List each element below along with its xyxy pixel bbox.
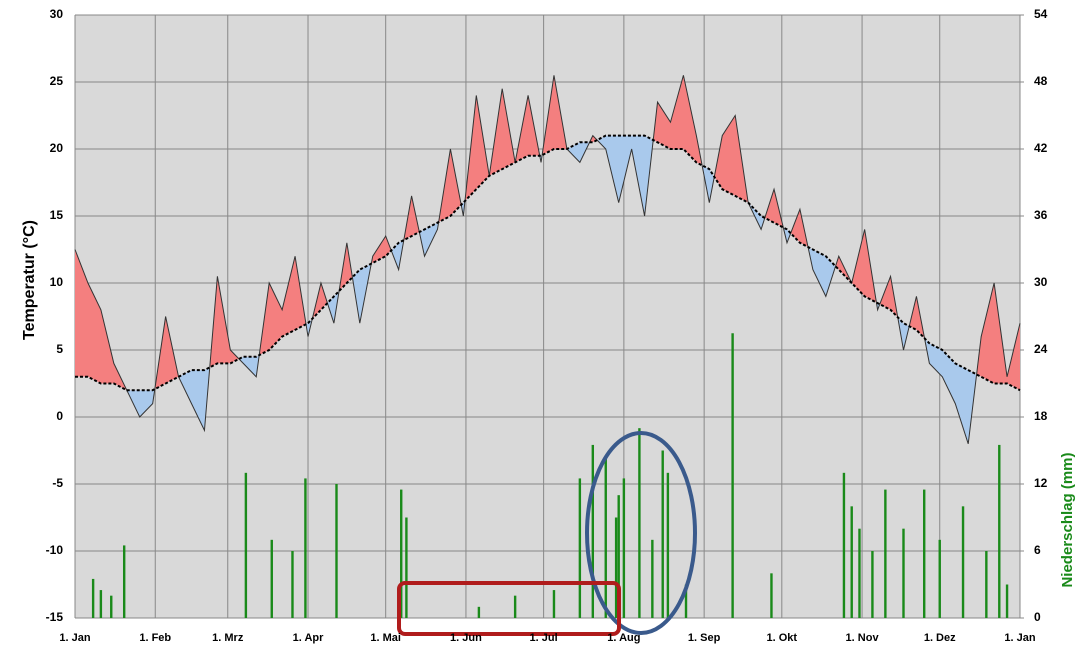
y2-tick-label: 48 <box>1034 74 1048 88</box>
precip-bar <box>666 472 670 618</box>
x-tick-label: 1. Feb <box>139 632 171 644</box>
precip-bar <box>477 606 481 618</box>
precip-bar <box>304 478 307 618</box>
precip-bar <box>770 573 773 618</box>
x-tick-label: 1. Mrz <box>212 632 244 644</box>
precip-bar <box>291 551 294 618</box>
x-tick-label: 1. Nov <box>846 632 880 644</box>
x-tick-label: 1. Dez <box>924 632 956 644</box>
precip-bar <box>850 506 853 618</box>
y2-tick-label: 0 <box>1034 610 1041 624</box>
y-axis-title: Temperatur (°C) <box>21 220 38 340</box>
warm-fill <box>75 75 1020 391</box>
y2-tick-label: 6 <box>1034 543 1041 557</box>
y-tick-label: -15 <box>46 610 64 624</box>
precip-bar <box>985 551 988 618</box>
y-tick-label: 30 <box>50 7 64 21</box>
precip-bar <box>731 333 734 618</box>
x-tick-label: 1. Jan <box>59 632 90 644</box>
y2-tick-label: 30 <box>1034 275 1048 289</box>
precip-bar <box>858 528 861 618</box>
precip-bar <box>591 444 595 618</box>
y2-tick-label: 42 <box>1034 141 1048 155</box>
precip-bar <box>871 551 874 618</box>
precip-bar <box>552 590 556 618</box>
y-tick-label: 5 <box>56 342 63 356</box>
mean-line <box>75 134 1021 392</box>
precip-bar <box>1005 584 1009 618</box>
precip-bar <box>335 484 338 618</box>
precip-bar <box>244 472 248 618</box>
y-tick-label: -10 <box>46 543 64 557</box>
precip-bar <box>617 495 620 618</box>
precip-bar <box>923 489 926 618</box>
precip-bar <box>405 517 408 618</box>
precip-bar <box>622 478 626 618</box>
precip-bar <box>842 472 846 618</box>
y-tick-label: 10 <box>50 275 64 289</box>
precip-bar <box>938 539 941 618</box>
y2-tick-label: 12 <box>1034 476 1048 490</box>
y2-tick-label: 18 <box>1034 409 1048 423</box>
x-tick-label: 1. Aug <box>607 632 640 644</box>
y-tick-label: 0 <box>56 409 63 423</box>
x-tick-label: 1. Sep <box>688 632 721 644</box>
y2-tick-label: 54 <box>1034 7 1048 21</box>
precip-bar <box>604 456 607 618</box>
precip-bar <box>614 517 618 618</box>
precip-bar <box>513 595 517 618</box>
x-tick-label: 1. Jul <box>530 632 558 644</box>
temperature-line <box>74 75 1021 444</box>
precip-bar <box>638 428 641 618</box>
precip-bar <box>651 539 654 618</box>
precip-bar <box>684 584 688 618</box>
precip-bar <box>122 545 126 618</box>
precip-bar <box>91 578 95 618</box>
precip-bar <box>110 595 113 618</box>
y-tick-label: 20 <box>50 141 64 155</box>
highlight-ellipse <box>585 431 697 635</box>
precip-bar <box>902 528 905 618</box>
y2-tick-label: 36 <box>1034 208 1048 222</box>
x-tick-label: 1. Mai <box>370 632 401 644</box>
precip-bar <box>661 450 664 618</box>
y2-axis-title: Niederschlag (mm) <box>1059 452 1076 587</box>
precip-bar <box>99 590 103 618</box>
precip-bar <box>400 489 403 618</box>
precip-bar <box>961 506 965 618</box>
highlight-box <box>397 581 621 636</box>
y2-tick-label: 24 <box>1034 342 1048 356</box>
y-tick-label: 15 <box>50 208 64 222</box>
x-tick-label: 1. Apr <box>293 632 324 644</box>
x-tick-label: 1. Jun <box>450 632 482 644</box>
y-tick-label: -5 <box>52 476 63 490</box>
y-tick-label: 25 <box>50 74 64 88</box>
marks <box>74 75 1021 618</box>
x-tick-label: 1. Jan <box>1004 632 1035 644</box>
precip-bar <box>578 478 582 618</box>
precip-bar <box>270 539 273 618</box>
x-tick-label: 1. Okt <box>767 632 798 644</box>
precip-bar <box>998 444 1001 618</box>
precip-bar <box>884 489 887 618</box>
fills <box>75 75 1020 444</box>
